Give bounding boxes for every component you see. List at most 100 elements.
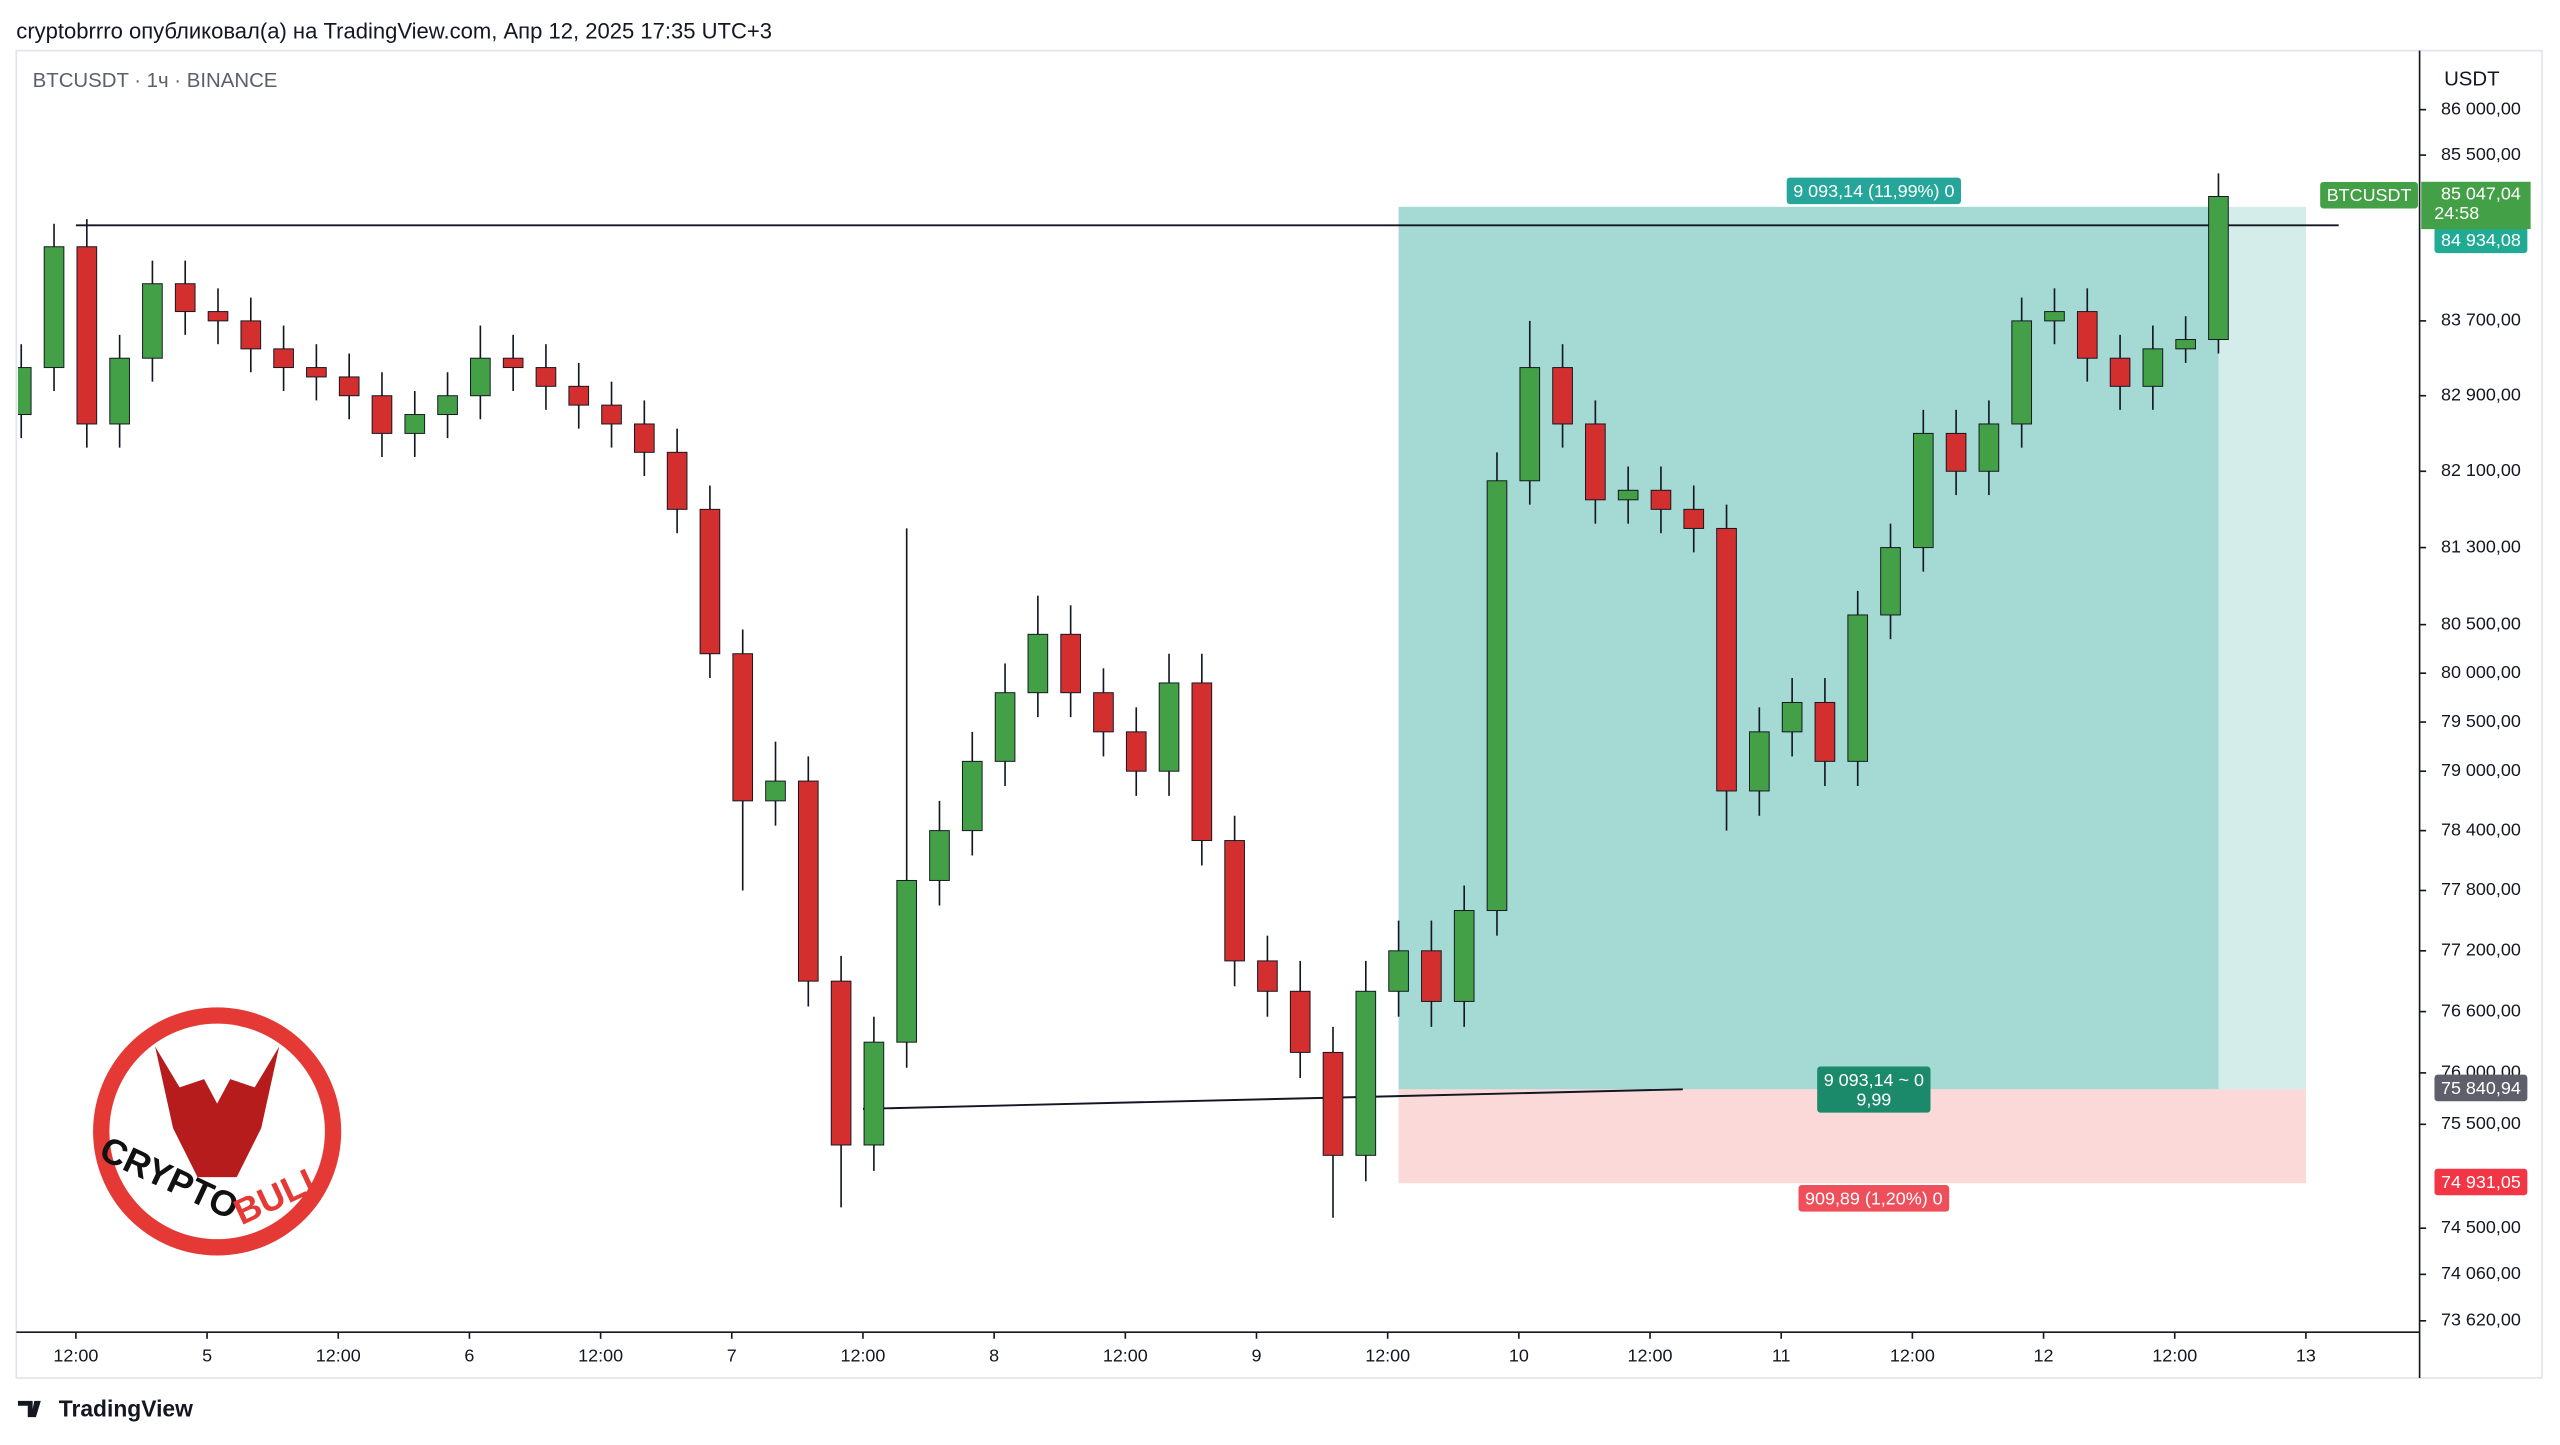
- candle-body: [1027, 633, 1049, 694]
- stop-axis-tag: 74 931,05: [2441, 1172, 2521, 1192]
- logo: CRYPTO BULL: [93, 1007, 342, 1256]
- x-tick-label: 6: [464, 1345, 474, 1365]
- candle-body: [2011, 320, 2033, 425]
- last-price-countdown: 24:58: [2434, 203, 2479, 223]
- candle-body: [2175, 339, 2196, 350]
- entry-ratio: 9,99: [1856, 1089, 1891, 1109]
- candle-body: [765, 780, 786, 802]
- candle-body: [174, 283, 196, 313]
- candle-body: [1617, 489, 1639, 501]
- candle-body: [732, 653, 754, 802]
- candle-body: [1486, 480, 1508, 912]
- candle-body: [371, 395, 393, 434]
- candle-body: [1912, 432, 1934, 549]
- y-tick-label: 76 600,00: [2441, 1000, 2521, 1020]
- y-tick-label: 75 500,00: [2441, 1113, 2521, 1133]
- axis-currency: USDT: [2444, 68, 2500, 90]
- x-tick-label: 12:00: [578, 1345, 623, 1365]
- candle-body: [1519, 367, 1541, 482]
- candle-body: [273, 348, 294, 369]
- y-tick-label: 80 500,00: [2441, 613, 2521, 633]
- candle-body: [1421, 950, 1442, 1002]
- candle-body: [1355, 990, 1377, 1156]
- x-tick-label: 12:00: [841, 1345, 886, 1365]
- x-tick-label: 13: [2296, 1345, 2316, 1365]
- candle-body: [1585, 423, 1606, 501]
- candle-body: [634, 423, 655, 453]
- candle-body: [666, 451, 688, 510]
- candle-body: [338, 376, 360, 397]
- candle-body: [1781, 701, 1803, 733]
- candle-body: [1978, 423, 2000, 472]
- candle-body: [863, 1041, 885, 1146]
- last-price-bg: [2421, 181, 2531, 230]
- candle-body: [830, 980, 852, 1146]
- candle-body: [1880, 547, 1901, 616]
- x-tick-label: 12:00: [1365, 1345, 1410, 1365]
- candle-body: [1683, 508, 1705, 529]
- candle-body: [1322, 1051, 1344, 1156]
- candle-body: [1257, 960, 1278, 992]
- candle-body: [43, 246, 65, 369]
- x-tick-label: 12:00: [1628, 1345, 1673, 1365]
- x-tick-label: 12:00: [1103, 1345, 1148, 1365]
- candle-body: [601, 404, 622, 425]
- y-tick-label: 82 900,00: [2441, 384, 2521, 404]
- candle-body: [568, 385, 590, 406]
- candle-body: [1453, 910, 1475, 1002]
- target-label-bg: [1786, 177, 1961, 205]
- plot-area: [17, 173, 2339, 1218]
- candle-body: [1224, 840, 1245, 962]
- candle-body: [109, 357, 130, 425]
- candle-body: [2044, 311, 2065, 322]
- x-tick-label: 12:00: [1890, 1345, 1935, 1365]
- candle-body: [1125, 731, 1147, 772]
- y-tick-label: 83 700,00: [2441, 310, 2521, 330]
- target-label: 9 093,14 (11,99%) 0: [1793, 181, 1954, 201]
- x-tick-label: 9: [1251, 1345, 1261, 1365]
- x-tick-label: 12: [2034, 1345, 2054, 1365]
- symbol-title: BTCUSDT · 1ч · BINANCE: [33, 70, 278, 92]
- stop-label-bg: [1798, 1185, 1950, 1212]
- last-price-label: 85 047,04: [2441, 184, 2521, 204]
- candle-body: [1650, 489, 1672, 510]
- candle-body: [1060, 633, 1081, 694]
- stop-label: 909,89 (1,20%) 0: [1805, 1188, 1943, 1208]
- y-tick-label: 77 800,00: [2441, 879, 2521, 899]
- candle-body: [502, 357, 524, 369]
- candle-body: [994, 692, 1016, 762]
- candle-body: [2109, 357, 2131, 387]
- candle-body: [437, 395, 458, 416]
- y-tick-label: 78 400,00: [2441, 819, 2521, 839]
- footer-icon: [17, 1400, 41, 1418]
- y-tick-label: 74 060,00: [2441, 1263, 2521, 1283]
- header: cryptobrrro опубликовал(а) на TradingVie…: [16, 18, 772, 43]
- last-price-symbol: BTCUSDT: [2327, 185, 2412, 205]
- entry-label-bg: [1817, 1066, 1931, 1113]
- candle-body: [1388, 950, 1409, 992]
- x-tick-label: 12:00: [2152, 1345, 2197, 1365]
- target-axis-tag-bg: [2434, 226, 2528, 254]
- entry-axis-tag-bg: [2434, 1074, 2528, 1102]
- last-price-symbol-bg: [2320, 181, 2418, 209]
- candle-body: [1749, 731, 1770, 792]
- stop-axis-tag-bg: [2434, 1168, 2528, 1196]
- candle-body: [470, 357, 491, 397]
- y-tick-label: 82 100,00: [2441, 460, 2521, 480]
- y-tick-label: 79 000,00: [2441, 760, 2521, 780]
- candle-body: [929, 830, 950, 881]
- entry-axis-tag: 75 840,94: [2441, 1078, 2521, 1098]
- candle-body: [1093, 692, 1114, 733]
- logo-bull: [155, 1046, 280, 1178]
- y-tick-label: 74 500,00: [2441, 1217, 2521, 1237]
- candle-body: [1814, 701, 1836, 762]
- candle-body: [699, 508, 721, 655]
- y-tick-label: 77 200,00: [2441, 940, 2521, 960]
- candle-body: [76, 246, 98, 425]
- candle-body: [404, 414, 426, 434]
- candle-body: [1289, 990, 1311, 1053]
- candle-body: [1191, 682, 1213, 842]
- candle-body: [2208, 195, 2229, 341]
- x-tick-label: 11: [1772, 1345, 1791, 1365]
